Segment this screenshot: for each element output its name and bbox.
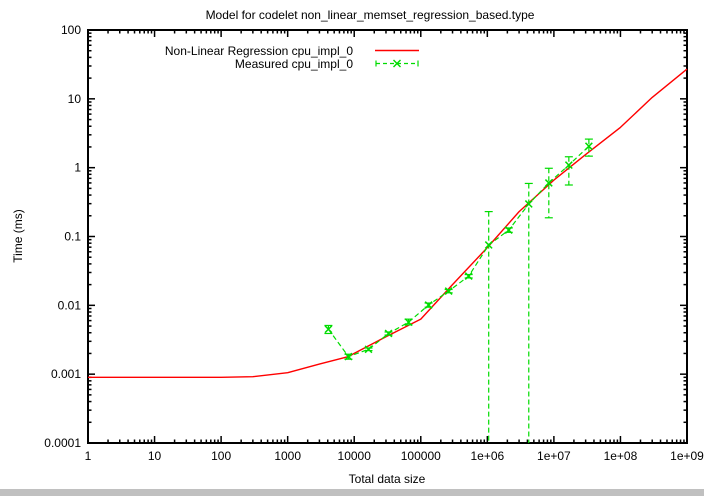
legend-entry-measured: Measured cpu_impl_0: [88, 56, 421, 71]
measured-point-marker: [364, 345, 373, 354]
measured-point-marker: [504, 226, 513, 234]
measured-point-marker: [444, 287, 453, 296]
measured-point-marker: [464, 272, 473, 281]
legend-sample-regression-line-icon: [375, 49, 419, 52]
measured-point-marker: [584, 142, 593, 151]
measured-point-marker: [404, 318, 413, 327]
x-tick-label: 1e+07: [537, 449, 571, 463]
y-tick-label: 100: [61, 23, 81, 37]
x-tick-label: 1e+06: [470, 449, 504, 463]
x-tick-label: 1e+09: [670, 449, 704, 463]
measured-point-marker: [344, 352, 353, 361]
measured-line: [327, 145, 590, 358]
legend-label-measured: Measured cpu_impl_0: [234, 56, 353, 71]
measured-point-marker: [544, 179, 553, 187]
legend-sample-measured-errorbar-icon: [375, 59, 419, 68]
y-tick-label: 0.1: [64, 230, 81, 244]
y-tick-label: 0.001: [51, 367, 81, 381]
x-tick-label: 10: [148, 449, 162, 463]
plot-border: [87, 29, 688, 444]
measured-point-marker: [324, 325, 333, 334]
legend: Non-Linear Regression cpu_impl_0 Measure…: [88, 43, 421, 71]
chart-title: Model for codelet non_linear_memset_regr…: [205, 8, 535, 22]
x-tick-label: 10000: [338, 449, 372, 463]
measured-point-marker: [524, 200, 533, 208]
y-axis-title: Time (ms): [11, 209, 25, 263]
legend-label-regression: Non-Linear Regression cpu_impl_0: [164, 43, 353, 58]
x-axis-title: Total data size: [348, 472, 426, 486]
x-tick-label: 1: [85, 449, 92, 463]
measured-point-marker: [484, 241, 493, 249]
x-tick-label: 100000: [401, 449, 441, 463]
y-tick-label: 10: [68, 92, 82, 106]
measured-point-marker: [564, 161, 573, 170]
y-tick-label: 1: [74, 161, 81, 175]
measured-point-marker: [424, 301, 433, 309]
y-tick-label: 0.0001: [44, 436, 81, 450]
measured-point-marker: [384, 329, 393, 338]
regression-curve: [88, 68, 688, 378]
x-tick-label: 100: [211, 449, 231, 463]
y-tick-label: 0.01: [58, 298, 82, 312]
window-edge-bar: [0, 489, 704, 496]
x-tick-label: 1e+08: [604, 449, 638, 463]
legend-entry-regression: Non-Linear Regression cpu_impl_0: [88, 43, 421, 58]
x-tick-label: 1000: [274, 449, 301, 463]
